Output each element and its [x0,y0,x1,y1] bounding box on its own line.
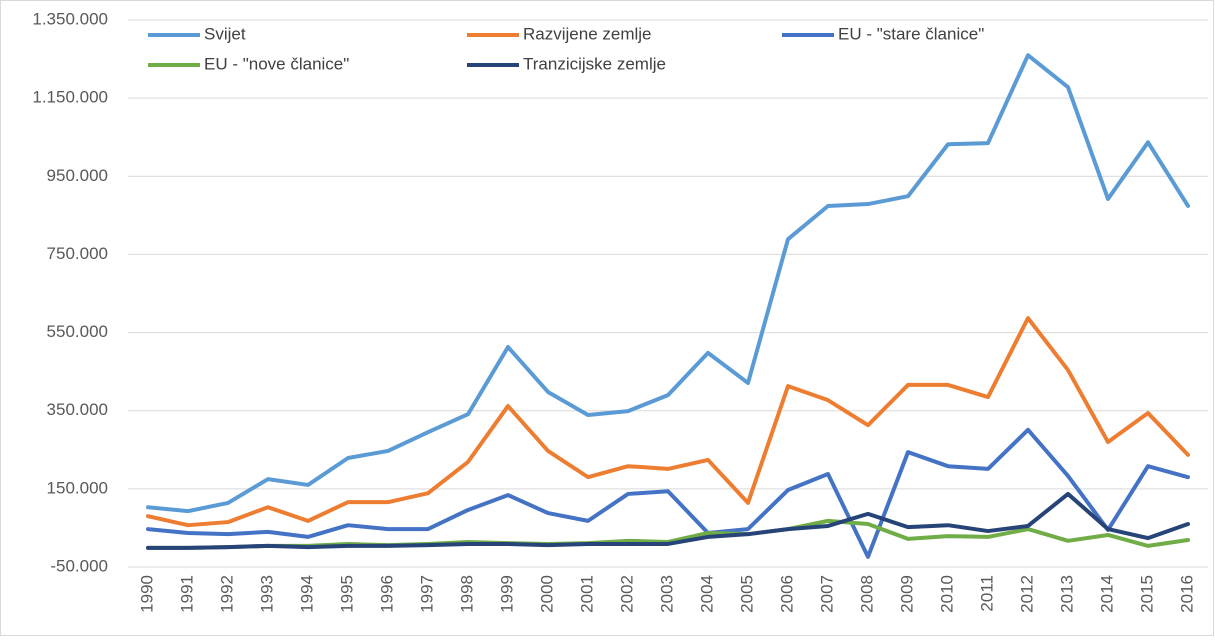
y-tick-label: 750.000 [47,244,108,263]
x-tick-label: 2012 [1017,575,1036,613]
legend-label: Razvijene zemlje [523,24,652,43]
series-line [146,427,1190,559]
legend-label: Svijet [204,24,246,43]
y-tick-label: 150.000 [47,478,108,497]
x-tick-label: 2000 [537,575,556,613]
y-tick-label: -50.000 [50,556,108,575]
x-tick-label: 2010 [937,575,956,613]
legend-label: EU - "stare članice" [838,24,984,43]
y-tick-label: 950.000 [47,166,108,185]
x-tick-label: 2016 [1177,575,1196,613]
x-tick-label: 1990 [137,575,156,613]
x-tick-label: 1992 [217,575,236,613]
series-line [146,316,1190,528]
x-tick-label: 2003 [657,575,676,613]
x-tick-label: 2008 [857,575,876,613]
x-tick-label: 2011 [977,575,996,612]
x-tick-label: 1998 [457,575,476,613]
y-tick-label: 1.150.000 [32,88,108,107]
y-tick-label: 550.000 [47,322,108,341]
x-tick-label: 1995 [337,575,356,613]
x-tick-label: 2009 [897,575,916,613]
x-tick-label: 2013 [1057,575,1076,613]
x-tick-label: 2006 [777,575,796,613]
x-tick-label: 1994 [297,575,316,613]
series-line [146,491,1190,550]
x-tick-label: 2002 [617,575,636,613]
legend-label: EU - "nove članice" [204,54,349,73]
x-tick-label: 2004 [697,575,716,613]
x-tick-label: 2015 [1137,575,1156,613]
x-tick-label: 1999 [497,575,516,613]
x-tick-label: 2001 [577,575,596,613]
x-tick-label: 2005 [737,575,756,613]
y-tick-label: 350.000 [47,400,108,419]
legend-label: Tranzicijske zemlje [523,54,666,73]
x-tick-label: 1993 [257,575,276,613]
x-tick-label: 1997 [417,575,436,613]
x-tick-label: 1991 [177,575,196,613]
x-tick-label: 2014 [1097,575,1116,613]
y-tick-label: 1.350.000 [32,9,108,28]
series-line [146,53,1190,514]
x-tick-label: 2007 [817,575,836,613]
x-tick-label: 1996 [377,575,396,613]
